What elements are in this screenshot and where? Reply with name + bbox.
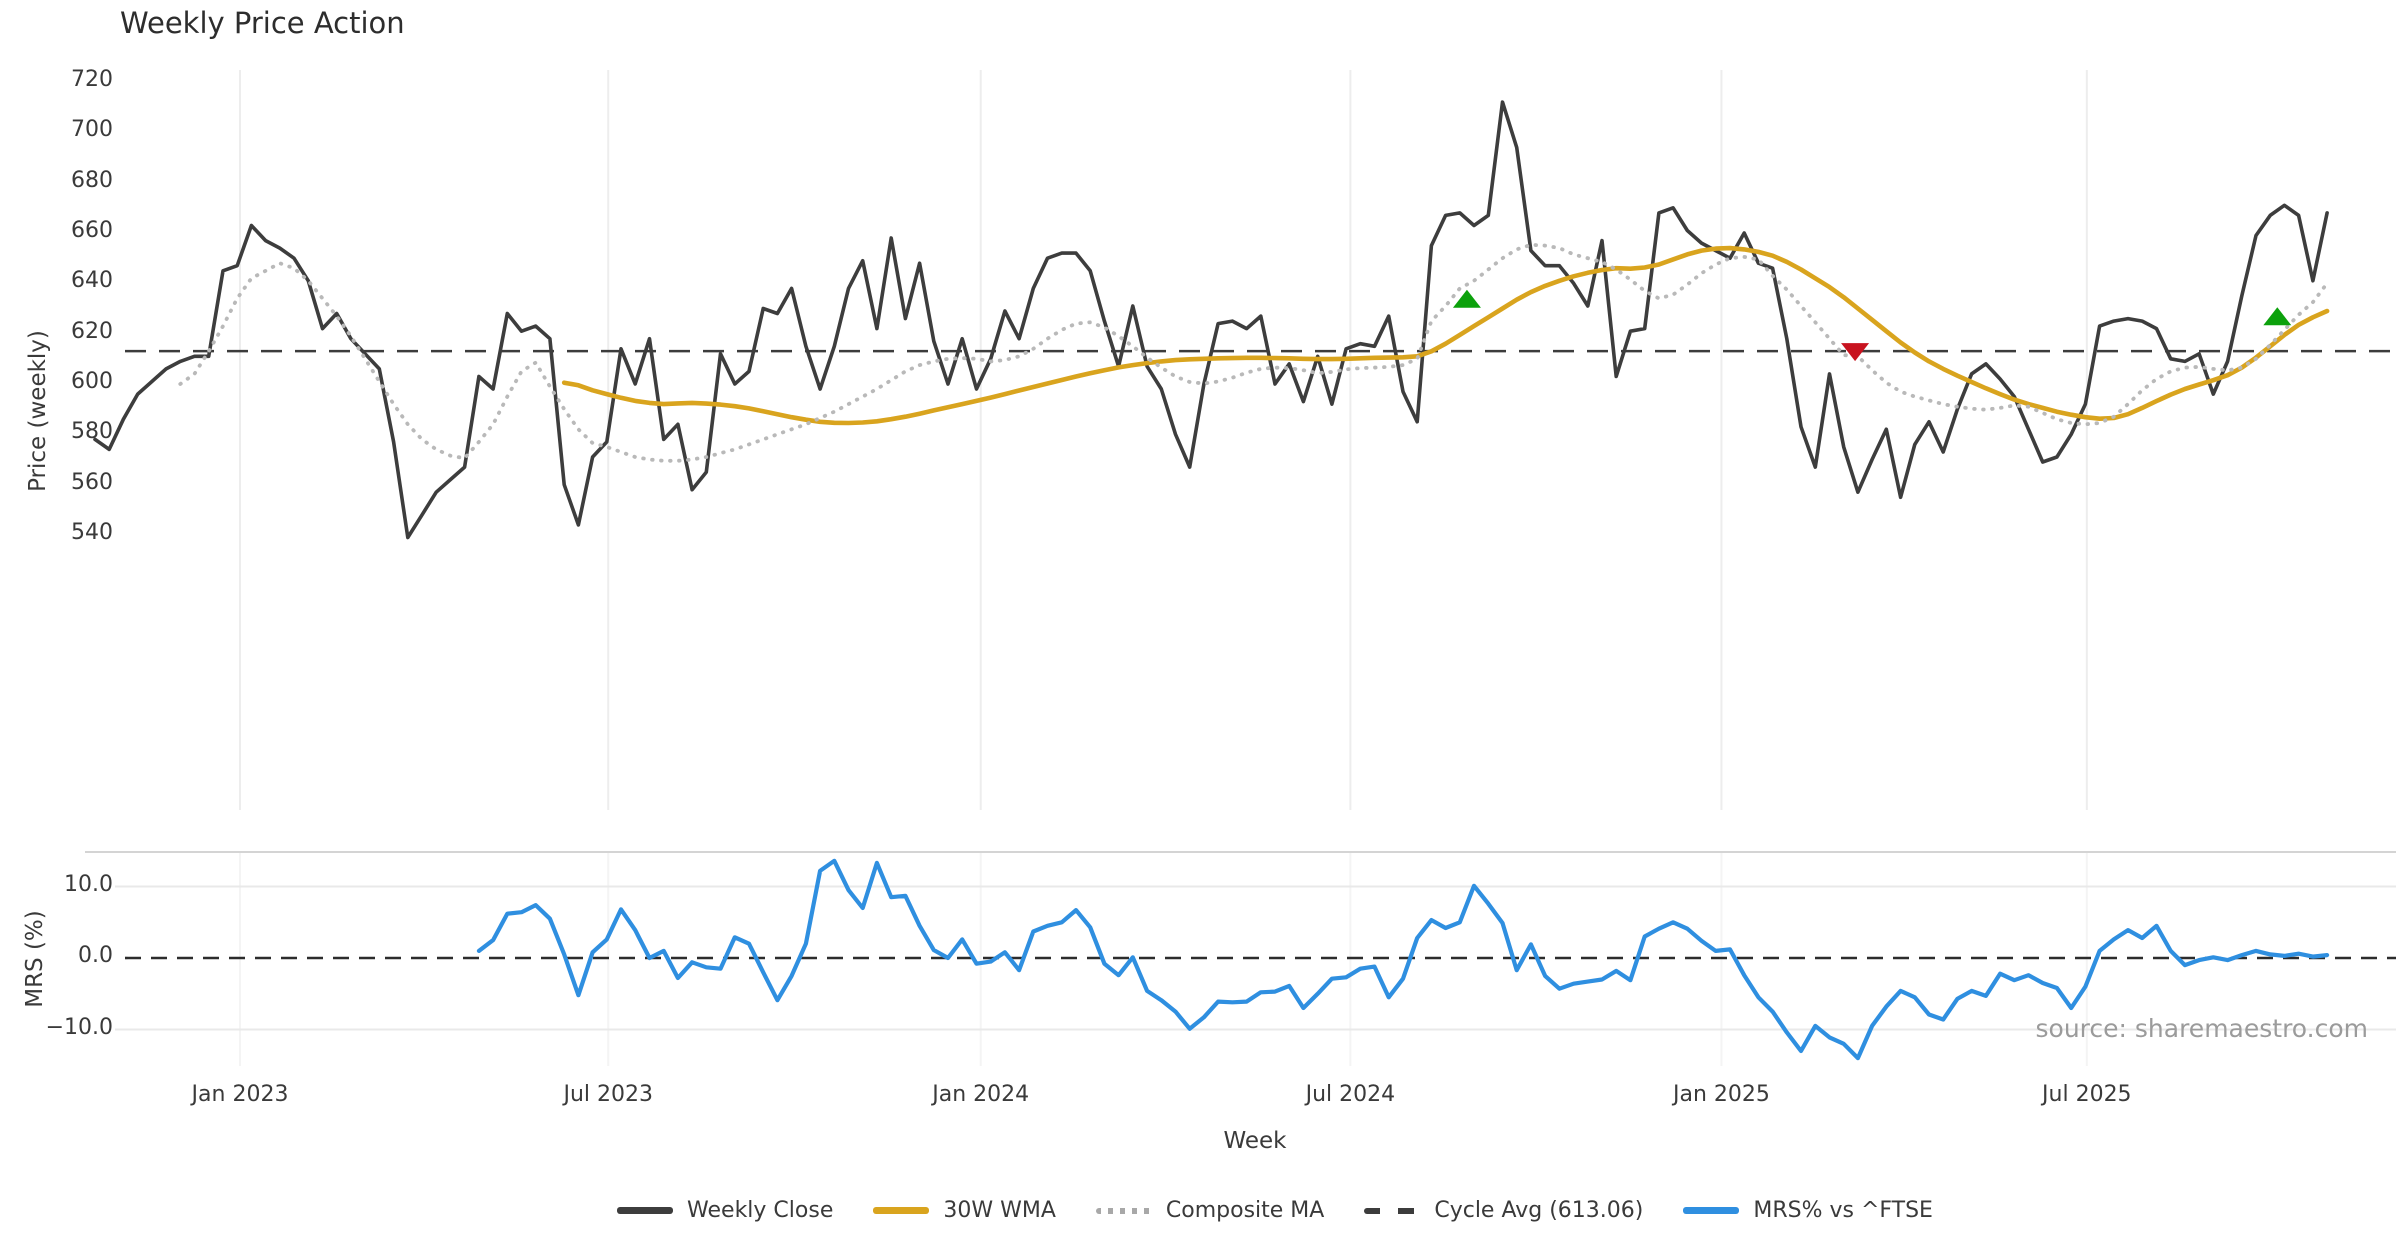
- legend-label: MRS% vs ^FTSE: [1753, 1198, 1933, 1223]
- legend-item-composite-ma: Composite MA: [1095, 1198, 1325, 1223]
- x-tick-label: Jan 2025: [1672, 1082, 1770, 1107]
- price-tick-label: 660: [71, 218, 113, 243]
- price-tick-label: 680: [71, 167, 113, 193]
- x-tick-label: Jan 2023: [191, 1082, 289, 1107]
- triangle-down-marker-icon: [1841, 343, 1870, 362]
- legend-item-mrs: MRS% vs ^FTSE: [1683, 1198, 1933, 1223]
- price-tick-label: 700: [71, 117, 113, 143]
- mrs-tick-label: 0.0: [78, 943, 113, 968]
- x-tick-label: Jul 2023: [563, 1082, 653, 1107]
- price-tick-label: 620: [71, 318, 113, 344]
- page-title: Weekly Price Action: [120, 6, 405, 40]
- weekly-close-line-swatch-icon: [617, 1207, 674, 1214]
- triangle-up-marker-icon: [1452, 289, 1481, 308]
- legend-item-cycle-avg: Cycle Avg (613.06): [1364, 1198, 1643, 1223]
- composite-ma-line-swatch-icon: [1095, 1207, 1152, 1214]
- series-mrs-vs-ftse: [476, 858, 2330, 1061]
- series-30w-wma: [561, 245, 2330, 426]
- legend-label: Weekly Close: [687, 1198, 834, 1223]
- series-weekly-close: [93, 100, 2329, 540]
- price-tick-label: 560: [71, 469, 113, 495]
- mrs-tick-label: −10.0: [45, 1014, 113, 1040]
- price-tick-label: 580: [71, 419, 113, 445]
- source-watermark: source: sharemaestro.com: [2035, 1014, 2369, 1043]
- mrs-line-swatch-icon: [1683, 1207, 1740, 1214]
- cycle-avg-line-swatch-icon: [1364, 1207, 1421, 1214]
- legend-label: Composite MA: [1165, 1198, 1325, 1223]
- legend-label: 30W WMA: [943, 1198, 1056, 1223]
- price-tick-label: 640: [71, 268, 113, 294]
- legend-item-30w-wma: 30W WMA: [873, 1198, 1056, 1223]
- price-tick-label: 540: [71, 520, 113, 545]
- price-tick-label: 720: [71, 67, 113, 92]
- legend: Weekly Close 30W WMA Composite MA Cycle …: [0, 1198, 2400, 1223]
- series-composite-ma: [178, 242, 2330, 463]
- wma-line-swatch-icon: [873, 1207, 930, 1214]
- x-axis-label: Week: [1223, 1128, 1287, 1154]
- legend-label: Cycle Avg (613.06): [1434, 1198, 1644, 1223]
- x-tick-label: Jul 2025: [2042, 1082, 2132, 1107]
- mrs-tick-label: 10.0: [64, 871, 113, 897]
- triangle-up-marker-icon: [2263, 307, 2292, 326]
- x-tick-label: Jul 2024: [1305, 1082, 1396, 1107]
- legend-item-weekly-close: Weekly Close: [617, 1198, 833, 1223]
- x-tick-label: Jan 2024: [932, 1082, 1030, 1107]
- price-tick-label: 600: [71, 369, 113, 394]
